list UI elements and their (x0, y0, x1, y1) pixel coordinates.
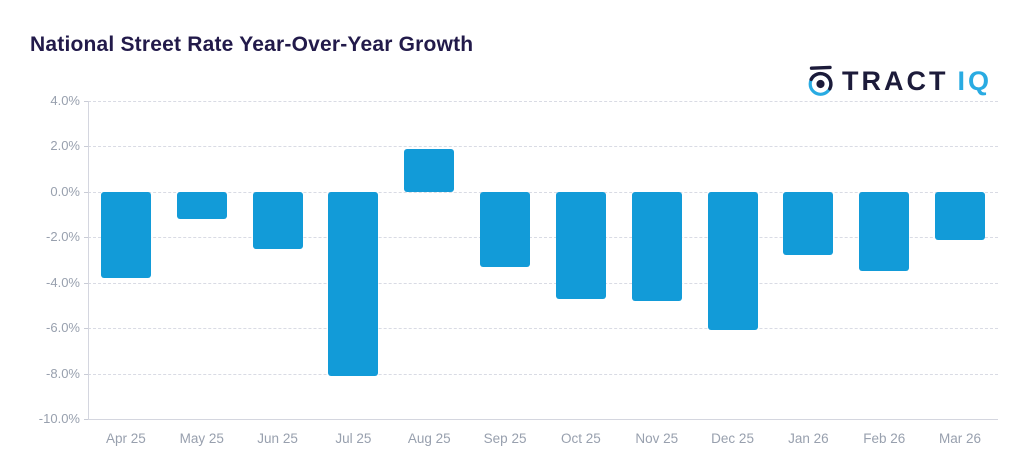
bar-dec-25[interactable] (707, 191, 758, 331)
gridline--10.0% (88, 419, 998, 420)
y-axis-tickmark (84, 328, 88, 330)
bar-may-25[interactable] (176, 191, 227, 220)
bar-jul-25[interactable] (328, 191, 379, 376)
x-axis-label: Feb 26 (863, 431, 906, 446)
bar-oct-25[interactable] (555, 191, 606, 299)
y-axis-tick-label: -4.0% (46, 274, 80, 290)
x-axis-label: Apr 25 (106, 431, 146, 446)
tractiq-target-icon (804, 64, 837, 98)
y-axis-tickmark (84, 237, 88, 239)
logo-text-tract: TRACT (842, 66, 949, 96)
y-axis-tick-label: -10.0% (38, 411, 80, 426)
bar-jun-25[interactable] (252, 191, 303, 249)
y-axis-tick-label: 0.0% (50, 183, 80, 199)
x-axis-label: Oct 25 (561, 431, 601, 446)
x-axis-label: Jul 25 (335, 431, 372, 446)
x-axis-label: Dec 25 (711, 431, 754, 446)
bar-sep-25[interactable] (480, 191, 531, 267)
tractiq-logo: TRACT IQ (804, 64, 992, 98)
gridline-0.0% (88, 191, 998, 193)
y-axis-tickmark (84, 419, 88, 420)
gridline--4.0% (88, 282, 998, 284)
x-axis-label: Jun 25 (257, 431, 298, 446)
x-axis-label: Sep 25 (483, 431, 527, 446)
gridline--8.0% (88, 373, 998, 375)
bar-apr-25[interactable] (100, 191, 151, 279)
y-axis-tickmark (84, 282, 88, 284)
y-axis-tick-label: -8.0% (46, 365, 80, 381)
bar-jan-26[interactable] (783, 191, 834, 256)
y-axis-tick-label: -2.0% (46, 229, 80, 245)
bar-mar-26[interactable] (935, 191, 986, 240)
gridline--2.0% (88, 237, 998, 239)
bar-aug-25[interactable] (404, 148, 455, 192)
x-axis-label: Aug 25 (407, 431, 451, 446)
logo-text-iq: IQ (957, 66, 992, 96)
y-axis-tick-label: -6.0% (46, 320, 80, 336)
x-axis-label: Jan 26 (788, 431, 829, 446)
x-axis-label: Nov 25 (635, 431, 679, 446)
y-axis-tickmark (84, 373, 88, 375)
x-axis-label: May 25 (179, 431, 224, 446)
y-axis-tickmark (84, 101, 88, 102)
bar-feb-26[interactable] (859, 191, 910, 272)
y-axis-line (88, 101, 89, 419)
gridline-2.0% (88, 146, 998, 148)
y-axis-tick-label: 4.0% (50, 93, 80, 108)
y-axis-tick-label: 2.0% (50, 138, 80, 154)
gridline-4.0% (88, 101, 998, 102)
x-axis-label: Mar 26 (939, 431, 982, 446)
bar-nov-25[interactable] (631, 191, 682, 301)
gridline--6.0% (88, 328, 998, 330)
y-axis-tickmark (84, 146, 88, 148)
page-title: National Street Rate Year-Over-Year Grow… (30, 33, 474, 56)
y-axis-tickmark (84, 191, 88, 193)
